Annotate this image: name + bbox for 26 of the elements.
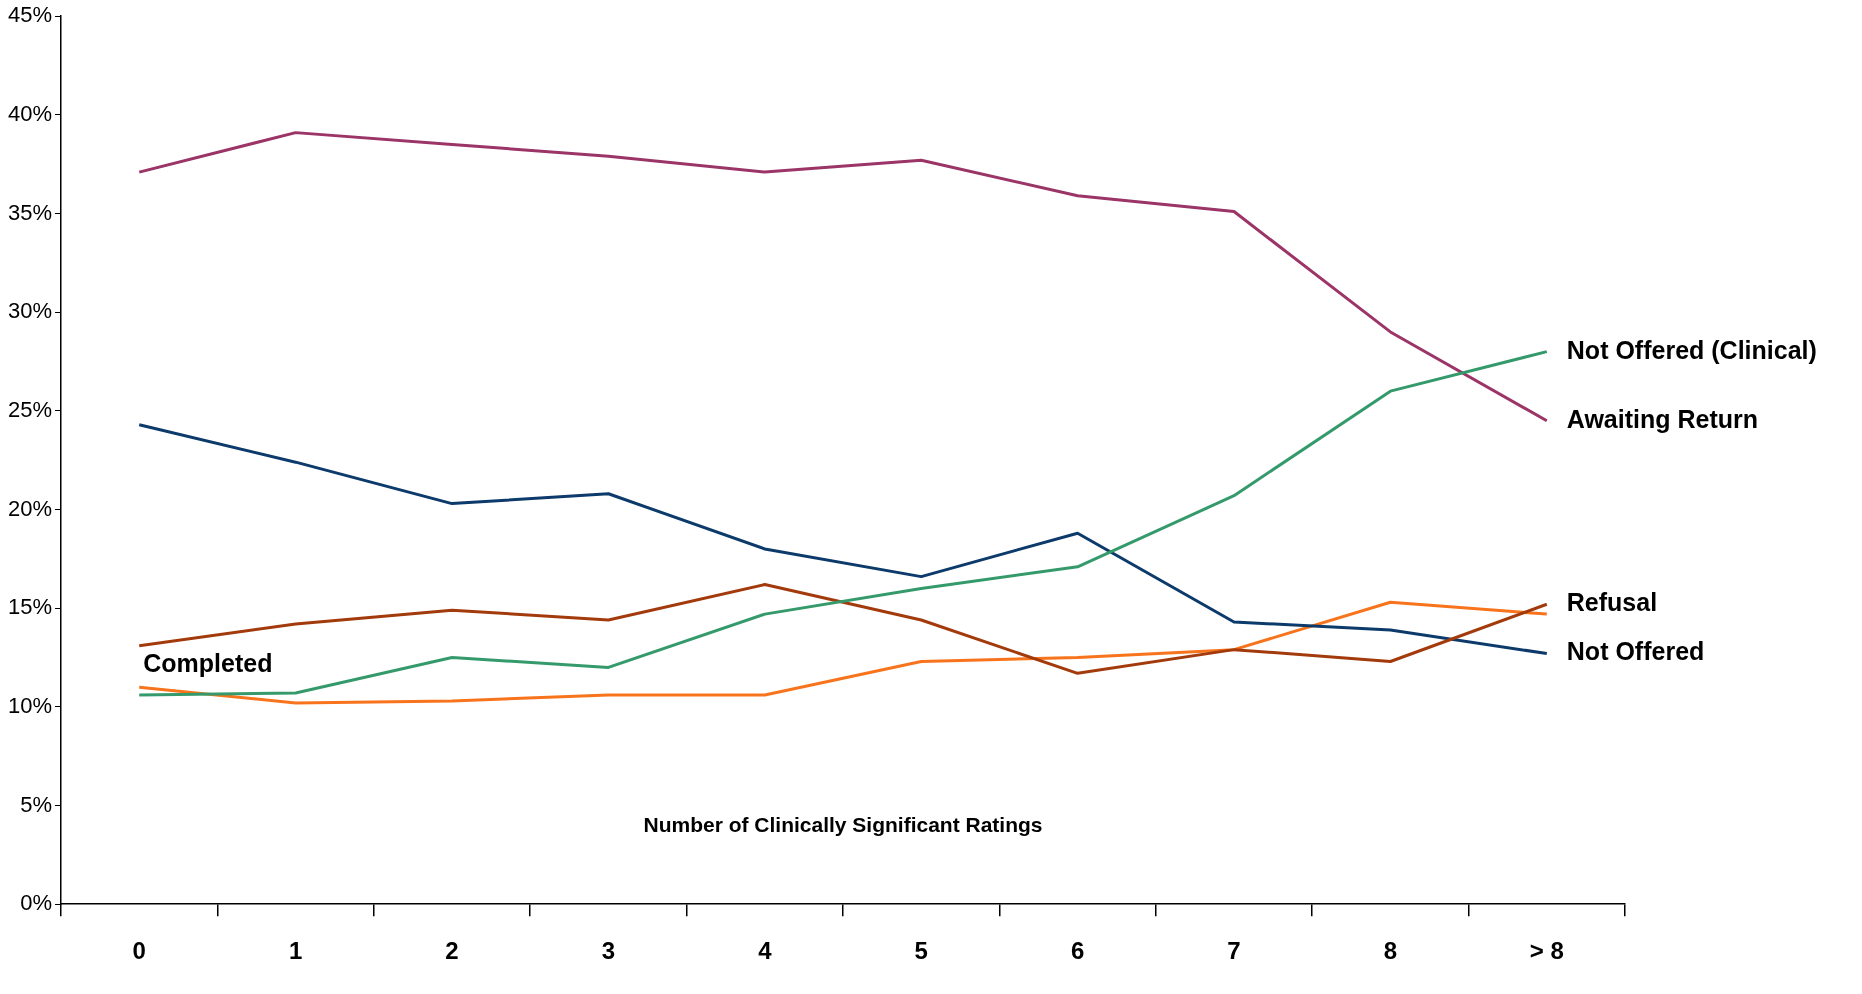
x-tick-label: 5: [914, 937, 928, 965]
series-label: Refusal: [1566, 588, 1658, 617]
x-tick-label: 2: [445, 937, 459, 965]
x-tick-label: 6: [1070, 937, 1085, 965]
y-tick-label: 45%: [7, 2, 53, 28]
y-tick-label: 25%: [7, 396, 53, 422]
x-tick-label: 7: [1227, 937, 1241, 965]
y-tick-label: 40%: [7, 100, 53, 126]
x-tick-label: 1: [288, 937, 303, 965]
x-tick-label: 0: [132, 937, 146, 965]
series-label: Awaiting Return: [1566, 404, 1759, 433]
y-tick-label: 0%: [20, 890, 53, 916]
series-label: Not Offered (Clinical): [1566, 335, 1817, 364]
x-tick-label: 8: [1383, 937, 1398, 965]
x-axis-title: Number of Clinically Significant Ratings: [643, 813, 1043, 836]
x-tick-label: 3: [601, 937, 616, 965]
y-tick-label: 10%: [7, 692, 53, 718]
y-tick-label: 5%: [20, 791, 53, 817]
y-tick-label: 35%: [7, 199, 53, 225]
y-tick-label: 20%: [7, 495, 53, 521]
y-tick-label: 15%: [7, 594, 53, 620]
x-tick-label: 4: [758, 937, 773, 965]
series-label: Not Offered: [1566, 637, 1705, 666]
y-tick-label: 30%: [7, 298, 53, 324]
series-label: Completed: [143, 649, 273, 678]
x-tick-label: > 8: [1529, 937, 1564, 965]
